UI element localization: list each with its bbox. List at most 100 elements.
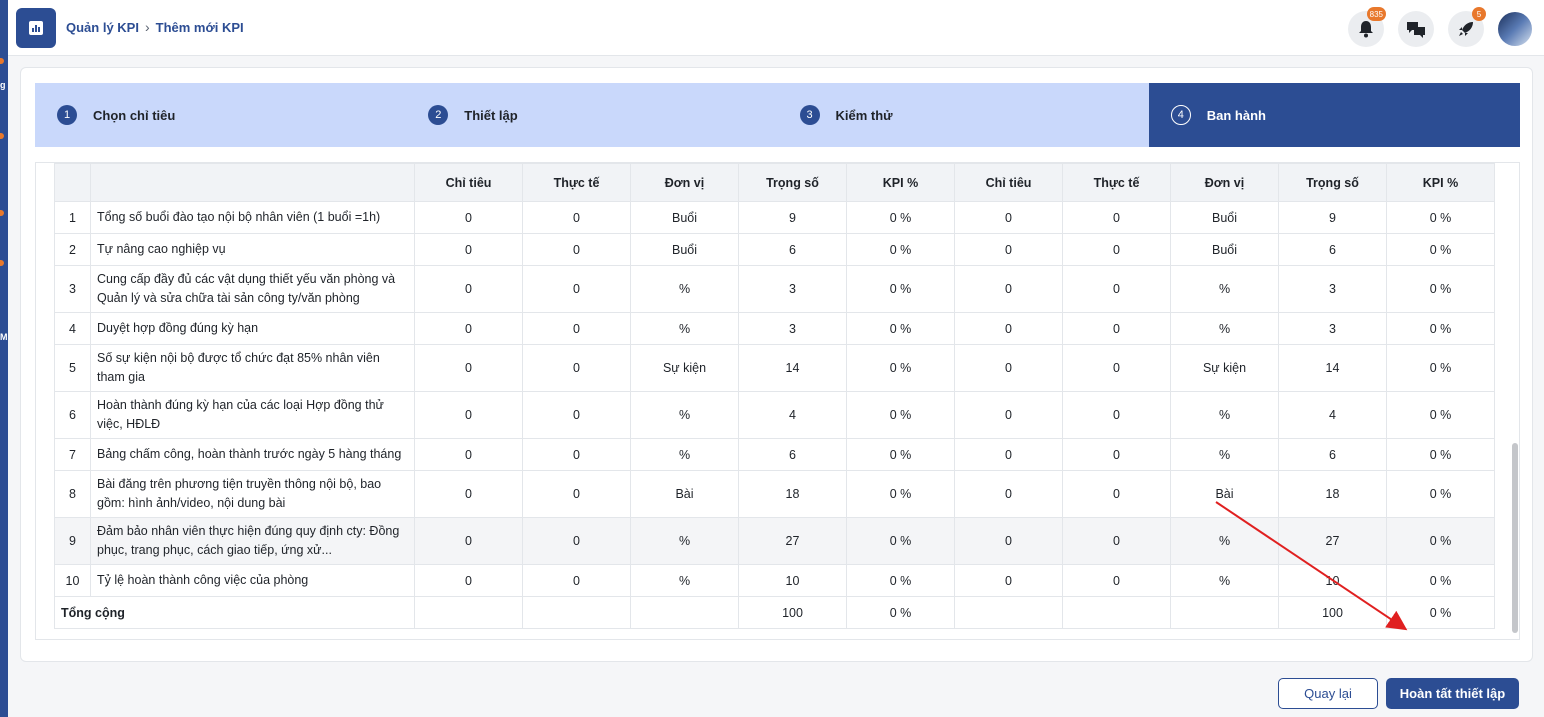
wizard-steps: 1 Chọn chỉ tiêu 2 Thiết lập 3 Kiểm thử 4… [35, 83, 1520, 147]
table-cell: 100 [738, 596, 847, 629]
breadcrumb-kpi-management[interactable]: Quản lý KPI [66, 19, 139, 35]
sidebar-indicator [0, 210, 4, 216]
table-row: 7 Bảng chấm công, hoàn thành trước ngày 5… [54, 438, 1495, 471]
back-button[interactable]: Quay lại [1278, 678, 1378, 709]
step-number: 3 [799, 105, 820, 125]
table-cell: Bài [630, 470, 739, 518]
column-header: Chỉ tiêu [954, 163, 1063, 202]
table-cell: 27 [1278, 517, 1387, 565]
table-cell: 0 % [846, 201, 955, 234]
table-cell: 0 [414, 564, 523, 597]
top-header: Quản lý KPI › Thêm mới KPI 835 5 [8, 0, 1544, 56]
table-cell: % [630, 564, 739, 597]
release-badge: 5 [1472, 7, 1486, 21]
chevron-right-icon: › [144, 19, 150, 35]
table-cell [630, 596, 739, 629]
sidebar-letter: g [0, 80, 6, 90]
table-cell: % [1170, 312, 1279, 345]
step-choose-indicator[interactable]: 1 Chọn chỉ tiêu [35, 83, 407, 147]
step-publish[interactable]: 4 Ban hành [1148, 83, 1520, 147]
notification-badge: 835 [1366, 7, 1386, 21]
table-cell: 0 [954, 391, 1063, 439]
release-button[interactable]: 5 [1448, 7, 1486, 47]
table-cell: % [1170, 517, 1279, 565]
table-cell: 3 [738, 265, 847, 313]
row-index: 2 [54, 233, 91, 266]
left-sidebar-rail: g M [0, 0, 8, 717]
table-cell: 0 % [846, 233, 955, 266]
row-index: 3 [54, 265, 91, 313]
step-setup[interactable]: 2 Thiết lập [406, 83, 778, 147]
table-cell: % [1170, 265, 1279, 313]
chat-button[interactable] [1398, 11, 1434, 47]
table-cell: 0 % [1386, 517, 1495, 565]
row-index: 10 [54, 564, 91, 597]
table-cell: % [630, 312, 739, 345]
table-cell: 0 % [1386, 201, 1495, 234]
table-cell: 10 [1278, 564, 1387, 597]
table-cell: 9 [738, 201, 847, 234]
row-index: 4 [54, 312, 91, 345]
step-label: Chọn chỉ tiêu [93, 107, 176, 123]
sidebar-letter: M [0, 332, 8, 342]
finish-setup-button[interactable]: Hoàn tất thiết lập [1386, 678, 1519, 709]
table-cell: 4 [1278, 391, 1387, 439]
column-header: Trọng số [1278, 163, 1387, 202]
table-cell: Sự kiện [1170, 344, 1279, 392]
column-header: Đơn vị [1170, 163, 1279, 202]
column-header-index [54, 163, 91, 202]
notification-button[interactable]: 835 [1348, 7, 1386, 47]
table-scrollbar[interactable] [1512, 443, 1518, 633]
table-cell: % [630, 391, 739, 439]
table-cell: % [630, 265, 739, 313]
table-cell: 0 % [846, 517, 955, 565]
table-cell: 0 % [1386, 391, 1495, 439]
table-cell: Buổi [1170, 201, 1279, 234]
table-cell: 0 [522, 265, 631, 313]
table-cell: 0 % [1386, 265, 1495, 313]
kpi-name: Tỷ lệ hoàn thành công việc của phòng [90, 564, 415, 597]
rocket-icon [1459, 22, 1473, 36]
table-cell: 0 [414, 265, 523, 313]
column-header: Chỉ tiêu [414, 163, 523, 202]
kpi-name: Duyệt hợp đồng đúng kỳ hạn [90, 312, 415, 345]
table-cell: 0 % [1386, 438, 1495, 471]
table-cell: 0 % [1386, 233, 1495, 266]
table-cell: 3 [1278, 312, 1387, 345]
table-cell: 0 [954, 438, 1063, 471]
table-cell: 0 % [1386, 596, 1495, 629]
table-row: 2 Tự nâng cao nghiệp vụ 0 0 Buổi 6 0 % 0 0 Buổi 6 0… [54, 233, 1495, 266]
table-cell: 18 [1278, 470, 1387, 518]
table-cell: 0 [414, 312, 523, 345]
kpi-app-button[interactable] [16, 8, 56, 48]
table-cell: 4 [738, 391, 847, 439]
table-cell: 0 [1062, 201, 1171, 234]
table-cell: 0 % [846, 438, 955, 471]
row-index: 6 [54, 391, 91, 439]
table-cell: 0 [522, 233, 631, 266]
table-cell: 10 [738, 564, 847, 597]
kpi-table-container: Chỉ tiêu Thực tế Đơn vị Trọng số KPI % C… [35, 162, 1520, 640]
table-row: 6 Hoàn thành đúng kỳ hạn của các loại Hợp… [54, 391, 1495, 439]
table-cell [522, 596, 631, 629]
step-number: 4 [1170, 105, 1191, 125]
step-label: Thiết lập [464, 107, 518, 123]
kpi-name: Số sự kiện nội bộ được tổ chức đạt 85% n… [90, 344, 415, 392]
breadcrumb-add-kpi: Thêm mới KPI [155, 19, 244, 35]
table-cell: 3 [1278, 265, 1387, 313]
table-cell: 0 [954, 344, 1063, 392]
table-row: 9 Đảm bảo nhân viên thực hiện đúng quy đị… [54, 517, 1495, 565]
kpi-name: Bài đăng trên phương tiện truyền thông n… [90, 470, 415, 518]
user-avatar[interactable] [1498, 12, 1532, 46]
table-cell: 0 [1062, 517, 1171, 565]
chart-icon [29, 21, 43, 35]
table-cell: 0 % [1386, 344, 1495, 392]
table-cell: 14 [1278, 344, 1387, 392]
step-label: Kiểm thử [835, 107, 893, 123]
table-cell: 0 [414, 438, 523, 471]
step-testing[interactable]: 3 Kiểm thử [777, 83, 1149, 147]
chat-icon [1407, 22, 1425, 38]
table-cell: 27 [738, 517, 847, 565]
table-cell: 0 [414, 201, 523, 234]
table-cell: 6 [738, 233, 847, 266]
